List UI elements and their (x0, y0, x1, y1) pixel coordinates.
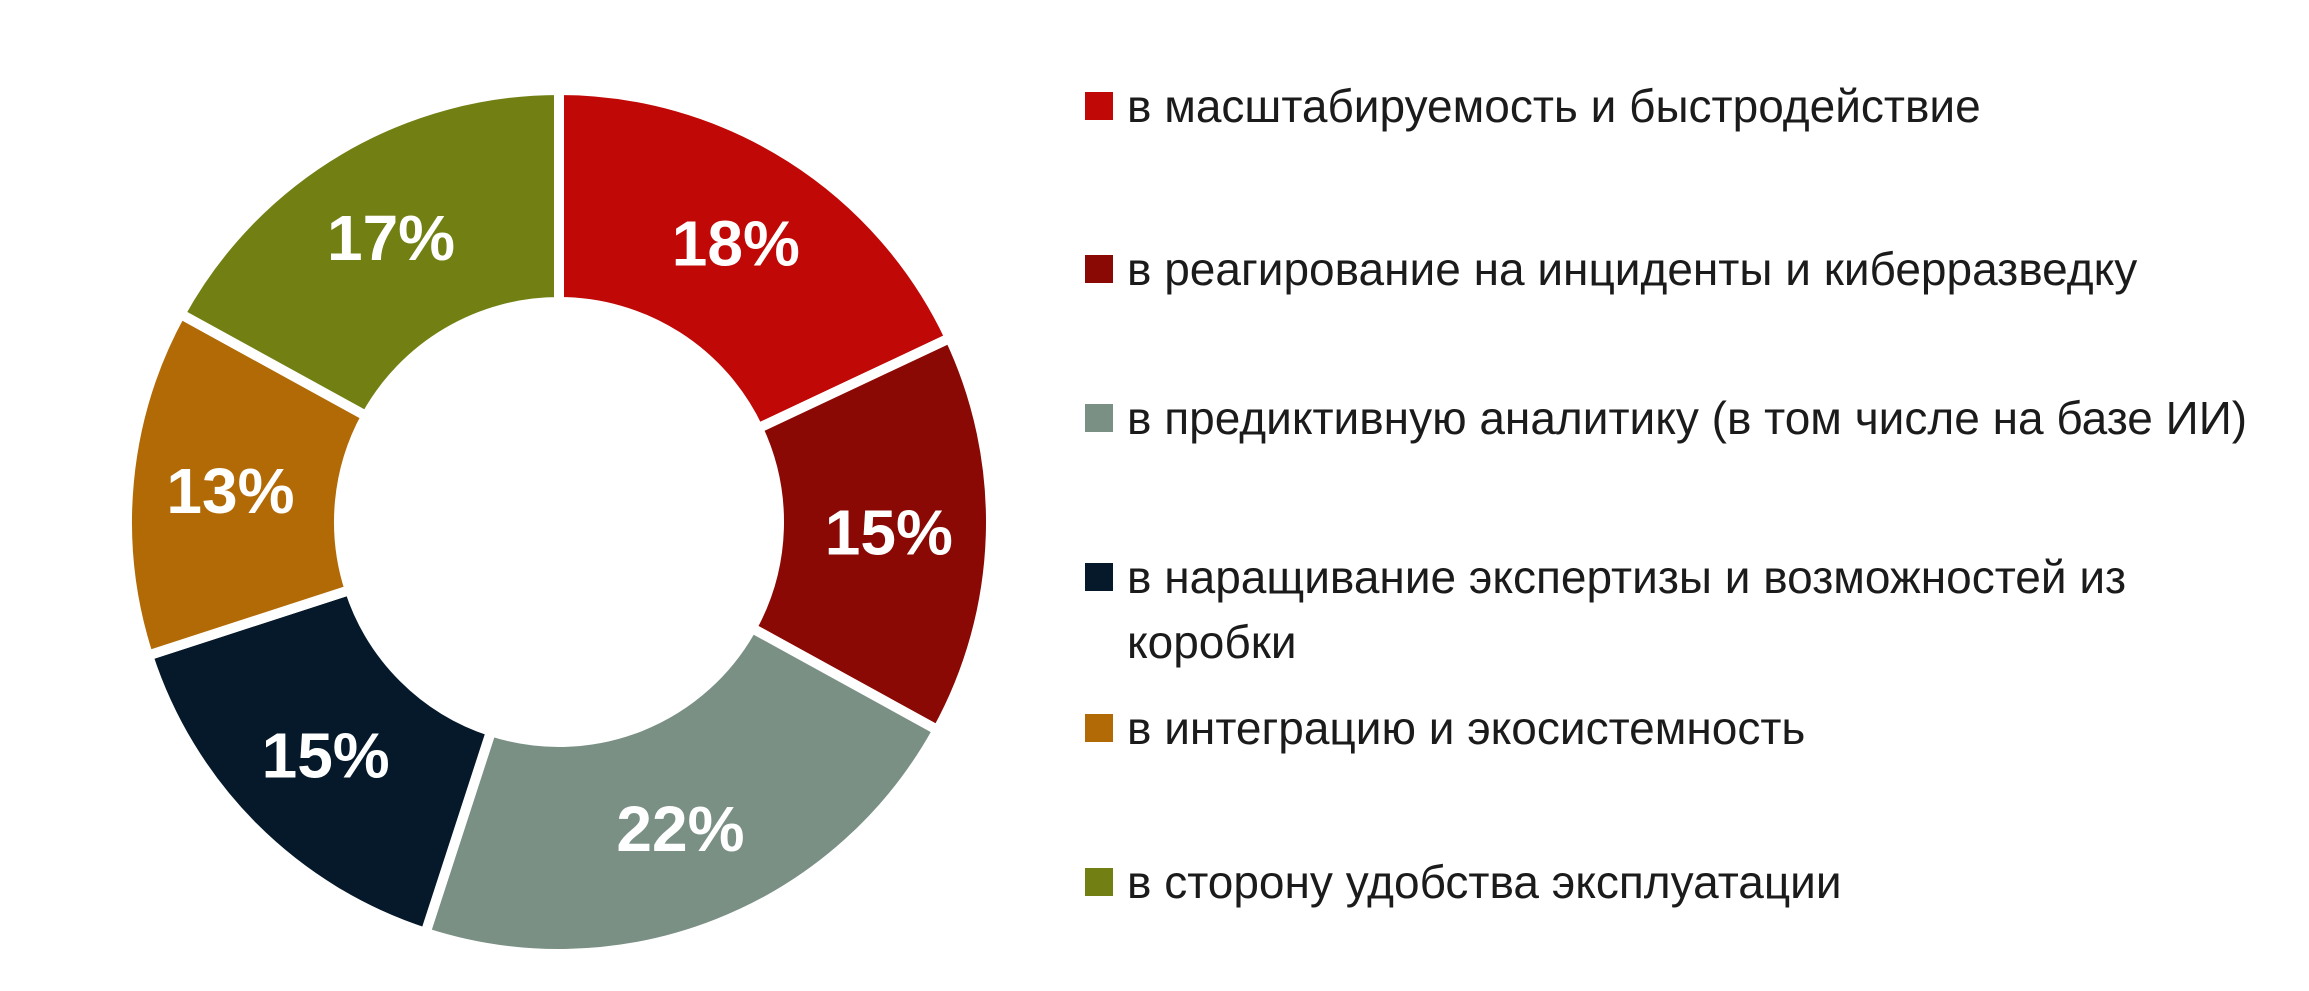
legend-marker-icon (1085, 404, 1113, 432)
pie-slice-4 (141, 583, 498, 940)
pie-slice-3 (419, 621, 945, 959)
legend-item-4: в наращивание экспертизы и возможностей … (1085, 545, 2307, 675)
slice-data-label-3: 22% (616, 793, 744, 865)
legend-label: в интеграцию и экосистемность (1127, 702, 1806, 754)
legend-marker-icon (1085, 255, 1113, 283)
slice-data-label-5: 13% (166, 455, 294, 527)
legend-label: в реагирование на инциденты и киберразве… (1127, 243, 2138, 295)
legend-marker-icon (1085, 714, 1113, 742)
pie-slice-2 (744, 331, 996, 737)
pie-slice-6 (173, 84, 564, 423)
legend-marker-icon (1085, 868, 1113, 896)
legend-label: в наращивание экспертизы и возможностей … (1127, 551, 2127, 668)
legend-item-2: в реагирование на инциденты и киберразве… (1085, 237, 2307, 302)
legend-label: в масштабируемость и быстродействие (1127, 80, 1981, 132)
legend-item-5: в интеграцию и экосистемность (1085, 696, 2307, 761)
legend-label: в предиктивную аналитику (в том числе на… (1127, 392, 2248, 444)
legend-item-6: в сторону удобства эксплуатации (1085, 850, 2307, 915)
pie-slice-1 (554, 84, 957, 435)
slice-data-label-1: 18% (672, 207, 800, 279)
slice-data-label-4: 15% (262, 719, 390, 791)
legend-item-1: в масштабируемость и быстродействие (1085, 74, 2307, 139)
pie-slice-5 (122, 307, 374, 662)
slice-data-label-2: 15% (825, 496, 953, 568)
legend-marker-icon (1085, 92, 1113, 120)
legend-marker-icon (1085, 563, 1113, 591)
legend-item-3: в предиктивную аналитику (в том числе на… (1085, 386, 2307, 451)
donut-chart: 18% 15% 22% 15% 13% 17% (122, 84, 996, 959)
slice-data-label-6: 17% (327, 202, 455, 274)
legend-label: в сторону удобства эксплуатации (1127, 856, 1842, 908)
